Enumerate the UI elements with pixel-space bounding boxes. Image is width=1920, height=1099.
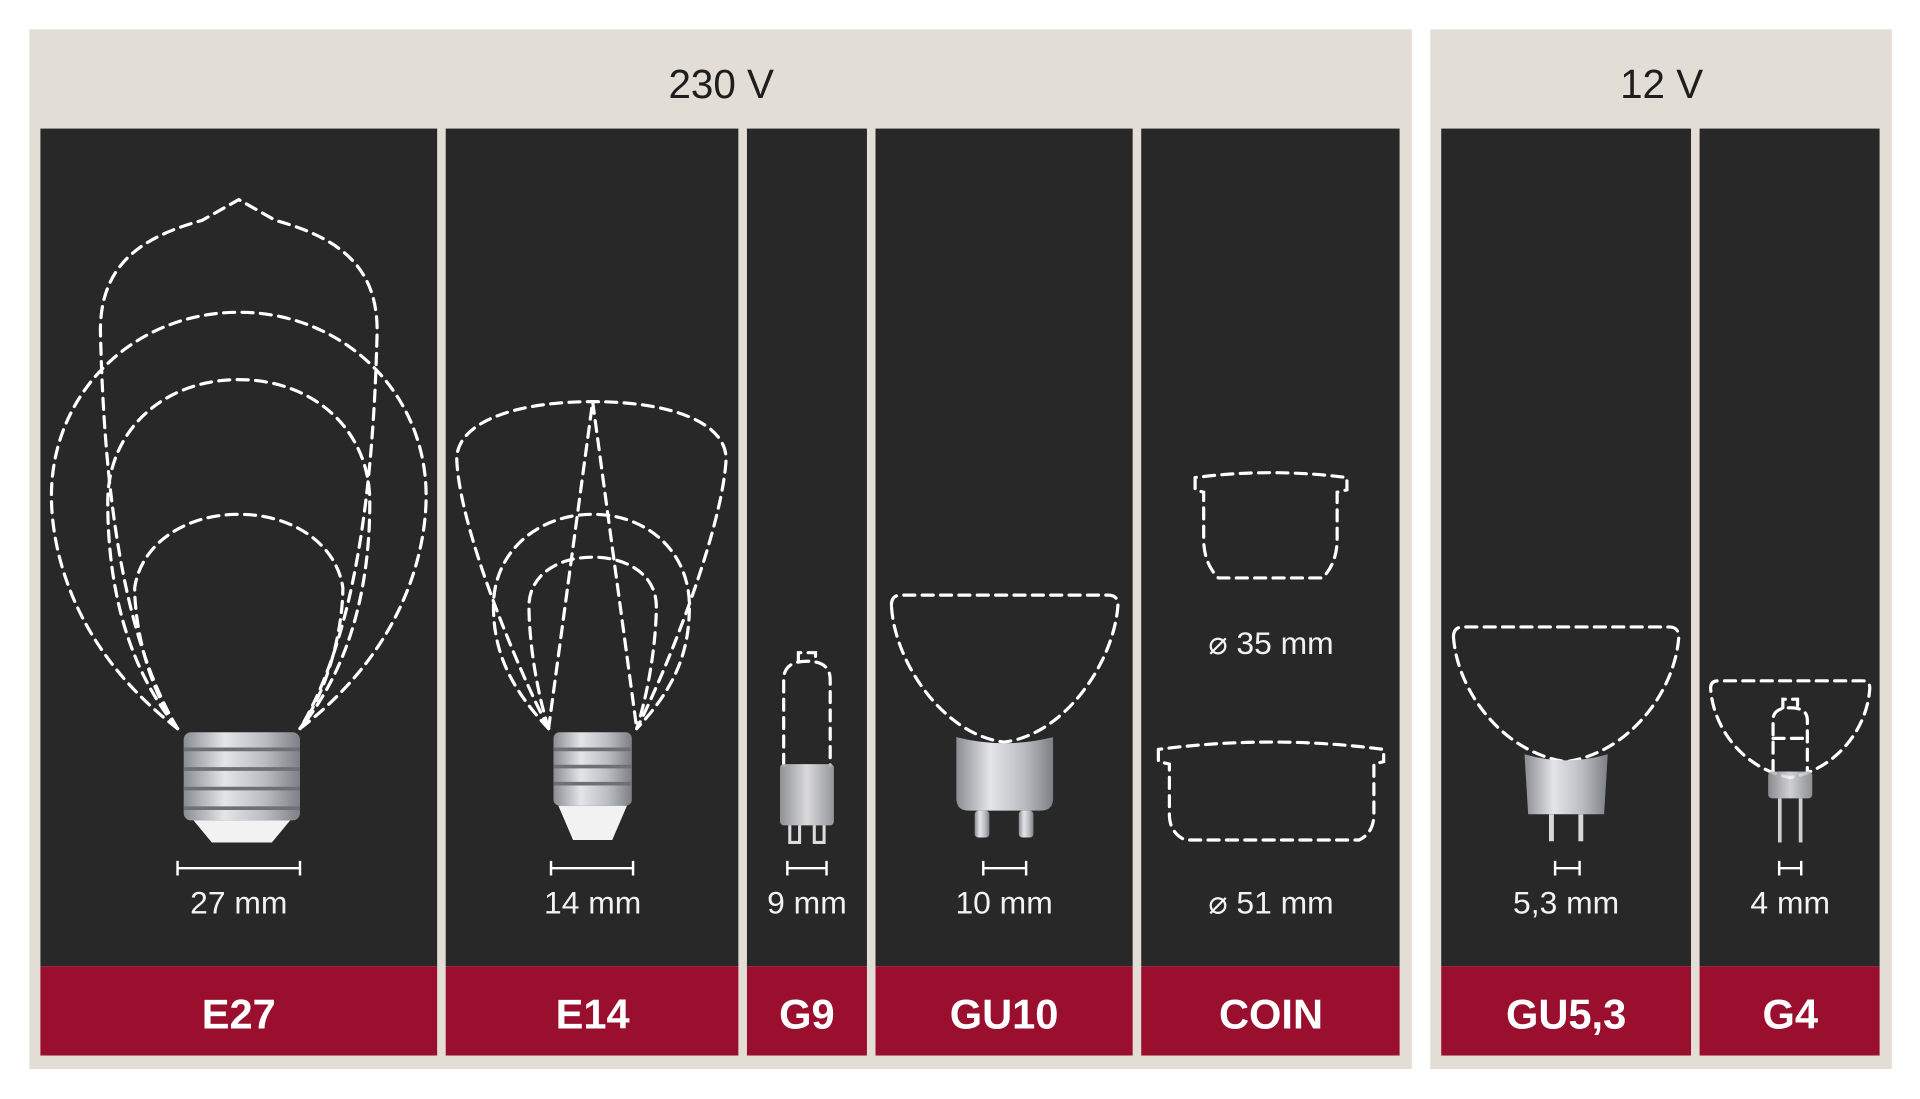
g4-socket-image: [1768, 771, 1813, 843]
e14-label: E14: [556, 991, 630, 1038]
g9-capsule-outline: [782, 651, 832, 767]
column-g9: [746, 128, 867, 1056]
column-g4: [1699, 128, 1880, 1056]
e14-socket-image: [553, 732, 632, 841]
gu53-measure: 5,3 mm: [1513, 884, 1619, 920]
e27-measure: 27 mm: [190, 884, 287, 920]
g4-outlines: [1709, 679, 1872, 780]
g9-socket-image: [780, 764, 834, 844]
g9-label: G9: [779, 991, 835, 1038]
e27-socket-image: [183, 732, 300, 843]
gu10-dimension-marker: [982, 860, 1028, 876]
e14-dimension-marker: [549, 860, 635, 876]
coin-51mm-outline: [1156, 740, 1386, 842]
column-gu53: [1441, 128, 1692, 1056]
coin-35mm-measure: ⌀ 35 mm: [1208, 625, 1333, 661]
g9-dimension-marker: [786, 860, 828, 876]
e14-measure: 14 mm: [544, 884, 641, 920]
g4-label: G4: [1762, 991, 1818, 1038]
e14-bulb-outlines: [455, 400, 728, 731]
gu10-measure: 10 mm: [955, 884, 1052, 920]
gu10-label: GU10: [950, 991, 1059, 1038]
voltage-heading-230v: 230 V: [668, 61, 774, 107]
gu53-label: GU5,3: [1506, 991, 1626, 1038]
gu53-dimension-marker: [1553, 860, 1581, 876]
g4-measure: 4 mm: [1750, 884, 1830, 920]
gu53-socket-image: [1524, 754, 1608, 842]
g4-dimension-marker: [1777, 860, 1803, 876]
voltage-heading-12v: 12 V: [1620, 61, 1703, 107]
e27-dimension-marker: [176, 860, 302, 876]
e27-bulb-outlines: [49, 197, 428, 731]
column-gu10: [875, 128, 1133, 1056]
label-band: [40, 966, 438, 1056]
e27-label: E27: [202, 991, 276, 1038]
gu53-reflector-outline: [1451, 625, 1681, 764]
g9-measure: 9 mm: [767, 884, 847, 920]
gu10-reflector-outline: [889, 593, 1120, 744]
coin-35mm-outline: [1193, 471, 1349, 580]
coin-51mm-measure: ⌀ 51 mm: [1208, 884, 1333, 920]
column-coin: [1141, 128, 1400, 1056]
coin-label: COIN: [1219, 991, 1323, 1038]
gu10-socket-image: [956, 737, 1054, 838]
